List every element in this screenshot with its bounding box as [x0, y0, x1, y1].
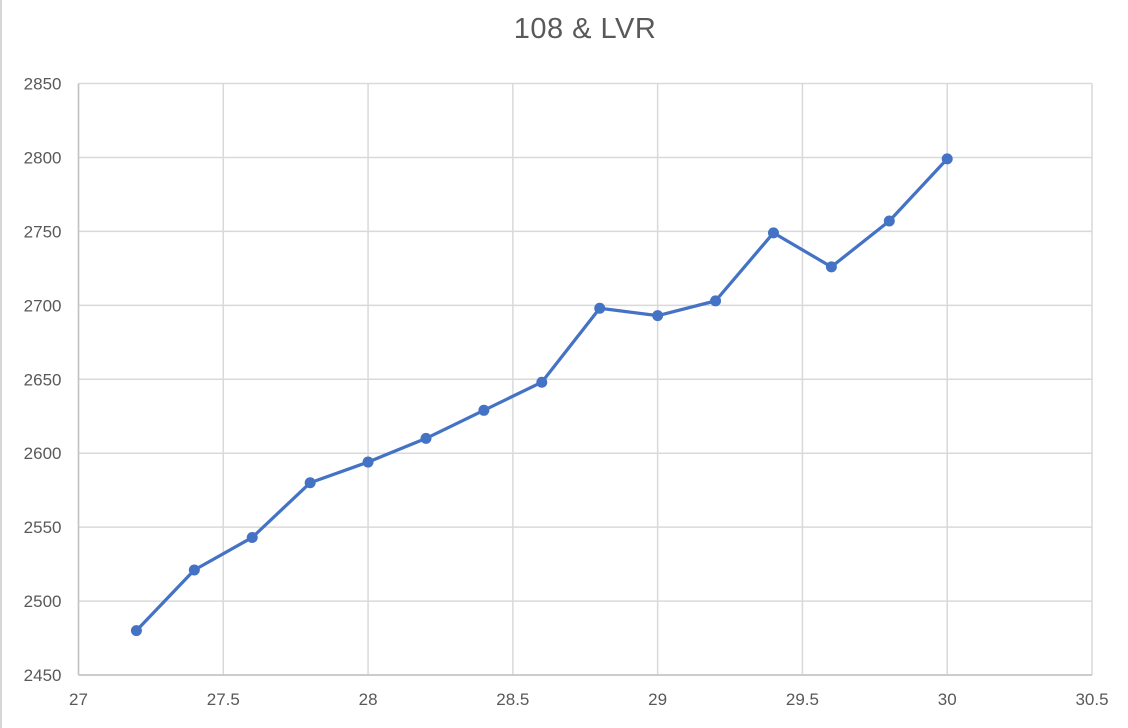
data-point-marker	[767, 227, 779, 239]
y-axis-tick-label: 2700	[24, 296, 62, 315]
x-axis-tick-label: 30.5	[1075, 690, 1108, 709]
x-axis-tick-label: 30	[938, 690, 957, 709]
x-axis-tick-label: 29.5	[786, 690, 819, 709]
data-point-marker	[594, 302, 606, 314]
y-axis-tick-label: 2650	[24, 370, 62, 389]
data-point-marker	[536, 376, 548, 388]
y-axis-tick-label: 2850	[24, 75, 62, 94]
data-point-marker	[420, 432, 432, 444]
data-point-marker	[188, 564, 200, 576]
data-point-marker	[478, 404, 490, 416]
data-point-marker	[941, 153, 953, 165]
data-point-marker	[246, 531, 258, 543]
y-axis-tick-label: 2500	[24, 592, 62, 611]
data-point-marker	[652, 310, 664, 322]
data-point-marker	[130, 625, 142, 637]
data-point-marker	[710, 295, 722, 307]
window-left-border	[0, 0, 2, 728]
data-point-marker	[362, 456, 374, 468]
data-point-marker	[825, 261, 837, 273]
data-point-marker	[883, 215, 895, 227]
y-axis-tick-label: 2750	[24, 222, 62, 241]
x-axis-tick-label: 29	[648, 690, 667, 709]
y-axis-tick-label: 2600	[24, 444, 62, 463]
x-axis-tick-label: 28.5	[496, 690, 529, 709]
y-axis-tick-label: 2550	[24, 518, 62, 537]
y-axis-tick-label: 2450	[24, 666, 62, 685]
data-point-marker	[304, 477, 316, 489]
series-line	[134, 157, 949, 633]
chart-title: 108 & LVR	[513, 13, 657, 45]
x-axis-tick-label: 27	[69, 690, 88, 709]
x-axis-tick-label: 28	[359, 690, 378, 709]
y-axis-tick-label: 2800	[24, 148, 62, 167]
x-axis-tick-label: 27.5	[207, 690, 240, 709]
